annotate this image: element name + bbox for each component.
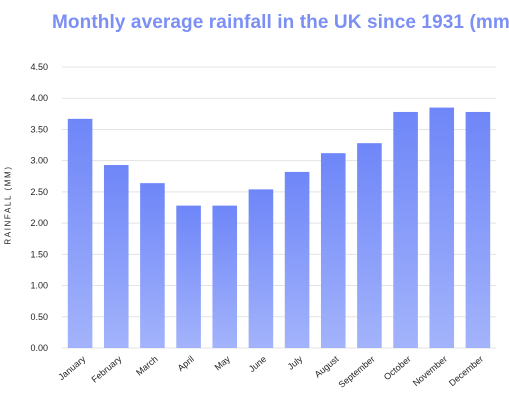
bar-february	[103, 165, 129, 348]
y-tick-label: 3.00	[30, 156, 48, 166]
y-tick-label: 1.50	[30, 249, 48, 259]
chart-title: Monthly average rainfall in the UK since…	[52, 12, 509, 33]
bars	[67, 107, 491, 349]
x-tick-label: August	[313, 354, 341, 380]
x-tick-label: February	[90, 354, 124, 385]
bar-january	[67, 118, 93, 348]
y-axis-ticks: 0.00 0.50 1.00 1.50 2.00 2.50 3.00 3.50 4.00 4.50	[30, 62, 48, 353]
bar-may	[212, 205, 238, 348]
bar-july	[284, 171, 310, 348]
y-tick-label: 0.00	[30, 343, 48, 353]
y-tick-label: 3.50	[30, 124, 48, 134]
y-tick-label: 2.00	[30, 218, 48, 228]
x-axis-labels: January February March April May June July Augu…	[56, 354, 485, 390]
grid-lines	[62, 66, 496, 349]
bar-march	[140, 183, 165, 348]
y-tick-label: 4.00	[30, 93, 48, 103]
x-tick-label: March	[134, 354, 160, 378]
bar-december	[465, 111, 491, 349]
x-tick-label: December	[447, 354, 485, 388]
bar-june	[248, 189, 274, 348]
y-tick-label: 0.50	[30, 312, 48, 322]
bar-august	[320, 153, 346, 348]
y-tick-label: 4.50	[30, 62, 48, 72]
x-tick-label: April	[176, 354, 196, 373]
y-tick-label: 2.50	[30, 187, 48, 197]
bar-september	[357, 143, 382, 348]
bar-october	[393, 111, 418, 349]
x-tick-label: May	[213, 354, 233, 373]
x-tick-label: July	[286, 354, 305, 372]
x-tick-label: September	[337, 354, 377, 390]
y-tick-label: 1.00	[30, 281, 48, 291]
x-tick-label: October	[382, 354, 413, 382]
bar-november	[429, 107, 455, 348]
bar-april	[176, 205, 201, 348]
x-tick-label: January	[56, 354, 87, 383]
x-tick-label: June	[247, 354, 268, 374]
x-tick-label: November	[411, 354, 449, 388]
